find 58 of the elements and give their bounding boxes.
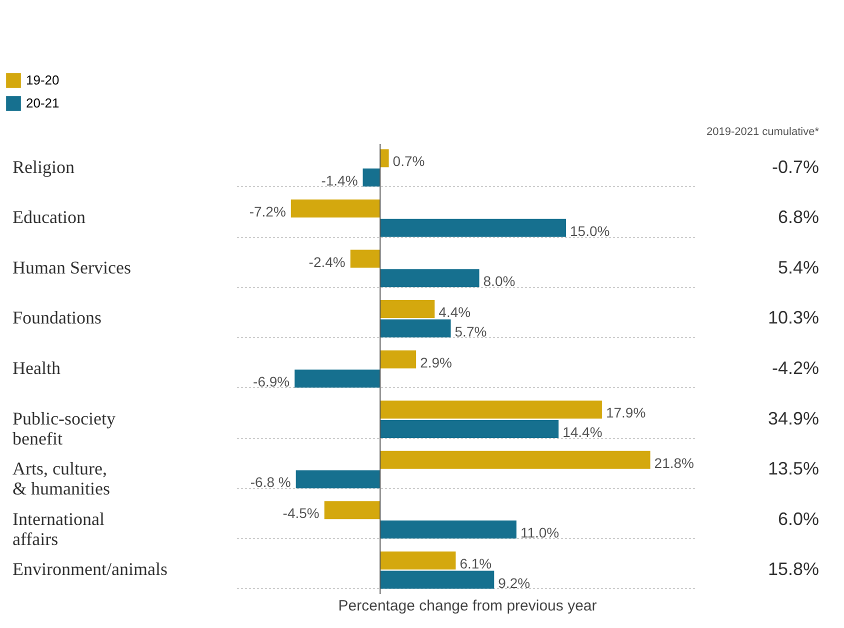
bar — [380, 350, 416, 368]
bar — [362, 168, 380, 187]
text: 34.9% — [768, 408, 819, 428]
x-axis-title: Percentage change from previous year — [338, 598, 597, 614]
text: -0.7% — [772, 156, 819, 177]
y-tick-label: Environment/animals — [12, 559, 168, 580]
data-label: -6.8 % — [250, 474, 291, 490]
bar — [380, 218, 566, 237]
bar — [380, 300, 435, 318]
data-label: 9.2% — [498, 574, 530, 591]
bar — [296, 470, 380, 488]
bar — [294, 370, 380, 388]
legend-label: 19-20 — [26, 72, 60, 88]
y-tick-label: Foundations — [12, 308, 102, 328]
bar — [380, 319, 451, 338]
y-tick-label: Public-society benefit — [12, 408, 116, 448]
bar — [350, 250, 380, 268]
data-label: 2.9% — [420, 354, 452, 370]
text: 6.0% — [778, 508, 819, 529]
data-label: 15.0% — [570, 222, 610, 239]
bar — [380, 149, 389, 168]
y-tick-label: Education — [12, 207, 86, 228]
text: 10.3% — [768, 308, 819, 328]
data-label: 4.4% — [438, 304, 471, 320]
text: 5.4% — [778, 257, 819, 278]
data-label: 0.7% — [392, 153, 425, 170]
bar — [380, 420, 559, 438]
y-tick-label: Religion — [12, 156, 74, 177]
y-tick-label: Health — [12, 358, 60, 378]
bar — [290, 199, 380, 218]
data-label: 8.0% — [483, 273, 516, 290]
data-label: 21.8% — [654, 454, 694, 471]
text: 13.5% — [768, 458, 819, 479]
text: 15.8% — [768, 559, 819, 580]
bar — [324, 501, 380, 520]
legend-label: 20-21 — [26, 96, 60, 110]
data-label: -4.5% — [282, 505, 320, 522]
data-label: 5.7% — [454, 323, 487, 340]
bar — [380, 551, 456, 570]
data-label: 14.4% — [562, 424, 602, 440]
data-label: -7.2% — [249, 203, 286, 220]
text: 6.8% — [778, 207, 819, 228]
bar — [380, 520, 516, 539]
text: -4.2% — [772, 358, 819, 378]
y-tick-label: International affairs — [12, 508, 104, 549]
data-label: -6.9% — [253, 374, 290, 390]
bar — [380, 269, 480, 288]
bar — [380, 570, 494, 589]
data-label: 17.9% — [606, 404, 646, 421]
y-tick-label: Arts, culture, & humanities — [12, 458, 110, 499]
data-label: -1.4% — [321, 172, 358, 189]
data-label: -2.4% — [308, 254, 346, 270]
text: 2019-2021 cumulative* — [706, 126, 820, 138]
bar — [380, 450, 650, 469]
data-label: 11.0% — [520, 524, 560, 541]
data-label: 6.1% — [460, 555, 492, 572]
bar — [380, 400, 602, 419]
y-tick-label: Human Services — [12, 257, 131, 278]
